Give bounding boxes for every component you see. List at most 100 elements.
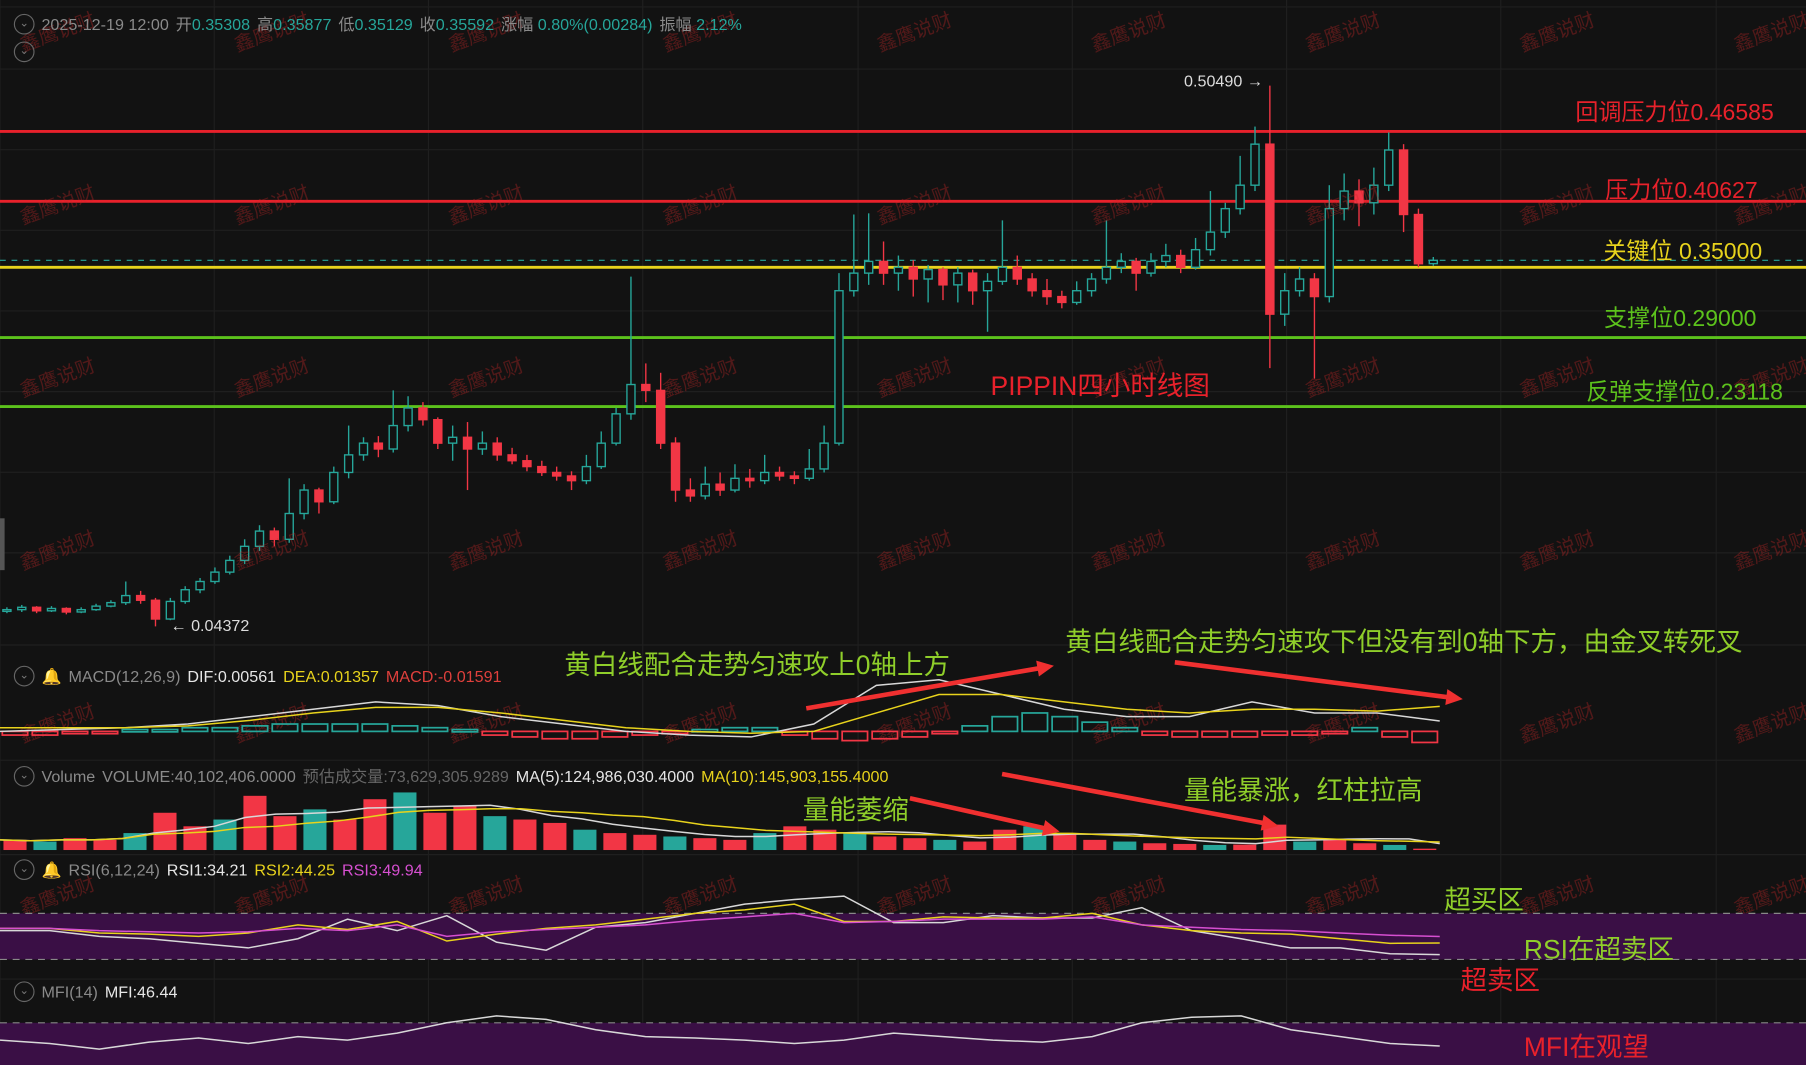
candle xyxy=(31,606,42,614)
watermark: 鑫鹰说财 xyxy=(874,700,955,747)
macd-hist-bar xyxy=(1231,730,1259,738)
candle xyxy=(1354,179,1364,227)
candle-body xyxy=(76,608,86,613)
level-label-resistance: 压力位0.40627 xyxy=(1605,178,1758,204)
mfi-band xyxy=(0,1022,1806,1065)
macd-hist-bar xyxy=(961,725,989,733)
annotation-rsi: RSI在超卖区 xyxy=(1523,934,1674,965)
macd-hist-bar xyxy=(391,725,419,733)
candle-body xyxy=(745,477,755,482)
candle xyxy=(284,478,294,543)
macd-hist-bar xyxy=(1171,730,1199,738)
volume-bar xyxy=(963,841,987,851)
candle xyxy=(388,390,398,453)
candle-body xyxy=(1101,266,1112,280)
collapse-icon[interactable]: ⌄ xyxy=(13,859,35,880)
level-label-key: 关键位 0.35000 xyxy=(1603,239,1763,265)
rsi3-line xyxy=(0,912,1440,938)
candle-body xyxy=(551,471,562,477)
candle-body xyxy=(774,471,785,477)
volume-value: VOLUME:40,102,406.0000 xyxy=(102,767,296,786)
amplitude-value: 2.12% xyxy=(696,14,742,34)
candle xyxy=(1146,253,1156,277)
candle xyxy=(1279,273,1290,326)
candle xyxy=(1250,126,1260,192)
watermark: 鑫鹰说财 xyxy=(1303,182,1384,229)
volume-ma5: MA(5):124,986,030.4000 xyxy=(515,767,695,786)
candle-body xyxy=(1027,278,1037,292)
settings-toggle-icon[interactable]: ⌄ xyxy=(13,41,35,63)
close-value: 0.35592 xyxy=(435,14,495,34)
candle xyxy=(91,603,101,611)
candle-body xyxy=(1116,260,1126,268)
candle-body xyxy=(611,413,621,444)
candle xyxy=(447,425,458,461)
collapse-icon[interactable]: ⌄ xyxy=(13,13,35,35)
candle-body xyxy=(715,483,725,491)
candle-body xyxy=(834,290,844,444)
candle xyxy=(1428,256,1439,266)
candle-body xyxy=(150,599,161,620)
level-label-retrace-resistance: 回调压力位0.46585 xyxy=(1575,100,1774,126)
candle xyxy=(849,214,859,297)
low-label: 低 xyxy=(338,14,355,34)
candle-body xyxy=(730,477,740,491)
bell-icon[interactable]: 🔔 xyxy=(41,666,62,685)
candle-body xyxy=(849,272,859,292)
volume-bar xyxy=(93,839,117,851)
watermark: 鑫鹰说财 xyxy=(1517,527,1598,574)
candle-body xyxy=(314,489,324,503)
volume-bar xyxy=(633,834,657,851)
candle xyxy=(655,372,666,450)
candle xyxy=(477,431,488,455)
candle-body xyxy=(31,606,42,612)
watermark: 鑫鹰说财 xyxy=(660,182,741,229)
candle xyxy=(1190,237,1201,270)
macd-hist-bar xyxy=(1021,712,1049,733)
macd-hist-bar xyxy=(1081,721,1109,733)
watermark: 鑫鹰说财 xyxy=(446,527,527,574)
candle-body xyxy=(1339,190,1349,210)
candle-body xyxy=(477,442,488,450)
volume-bar xyxy=(1383,844,1407,851)
macd-hist-bar xyxy=(151,728,179,733)
macd-hist-bar xyxy=(181,726,209,733)
arrow-head xyxy=(1036,660,1054,677)
candle-body xyxy=(180,589,190,603)
rsi-header: ⌄ 🔔 RSI(6,12,24) RSI1:34.21 RSI2:44.25 R… xyxy=(13,859,423,880)
candle xyxy=(299,484,309,520)
candle-body xyxy=(239,545,250,562)
side-drawer-handle[interactable] xyxy=(0,518,5,571)
candle-body xyxy=(1294,278,1305,292)
ohlc-header: ⌄ 2025-12-19 12:00 开0.35308 高0.35877 低0.… xyxy=(13,13,742,36)
watermark: 鑫鹰说财 xyxy=(17,182,98,229)
high-marker: 0.50490 → xyxy=(1184,71,1263,90)
candle xyxy=(908,260,918,297)
candle-body xyxy=(1161,254,1171,263)
candle-body xyxy=(641,383,651,392)
volume-bar xyxy=(1053,833,1077,851)
arrow-shaft xyxy=(805,665,1043,711)
candle xyxy=(1042,278,1052,305)
watermark: 鑫鹰说财 xyxy=(874,527,955,574)
watermark: 鑫鹰说财 xyxy=(1088,700,1169,747)
macd-hist-bar xyxy=(451,728,479,733)
collapse-icon[interactable]: ⌄ xyxy=(13,665,35,687)
mfi-line xyxy=(0,1015,1440,1050)
bell-icon[interactable]: 🔔 xyxy=(41,859,62,879)
collapse-icon[interactable]: ⌄ xyxy=(13,765,35,787)
macd-dif: DIF:0.00561 xyxy=(187,666,277,686)
candle xyxy=(225,555,235,575)
candle-body xyxy=(418,407,428,421)
collapse-icon[interactable]: ⌄ xyxy=(13,981,35,1003)
candle-body xyxy=(121,594,131,604)
candle xyxy=(329,466,339,505)
candle xyxy=(953,267,963,303)
macd-dif-line xyxy=(0,679,1440,738)
volume-ma10-line xyxy=(0,807,1440,843)
volume-bar xyxy=(453,805,477,851)
macd-hist-bar xyxy=(301,723,329,733)
candle xyxy=(1369,167,1379,215)
